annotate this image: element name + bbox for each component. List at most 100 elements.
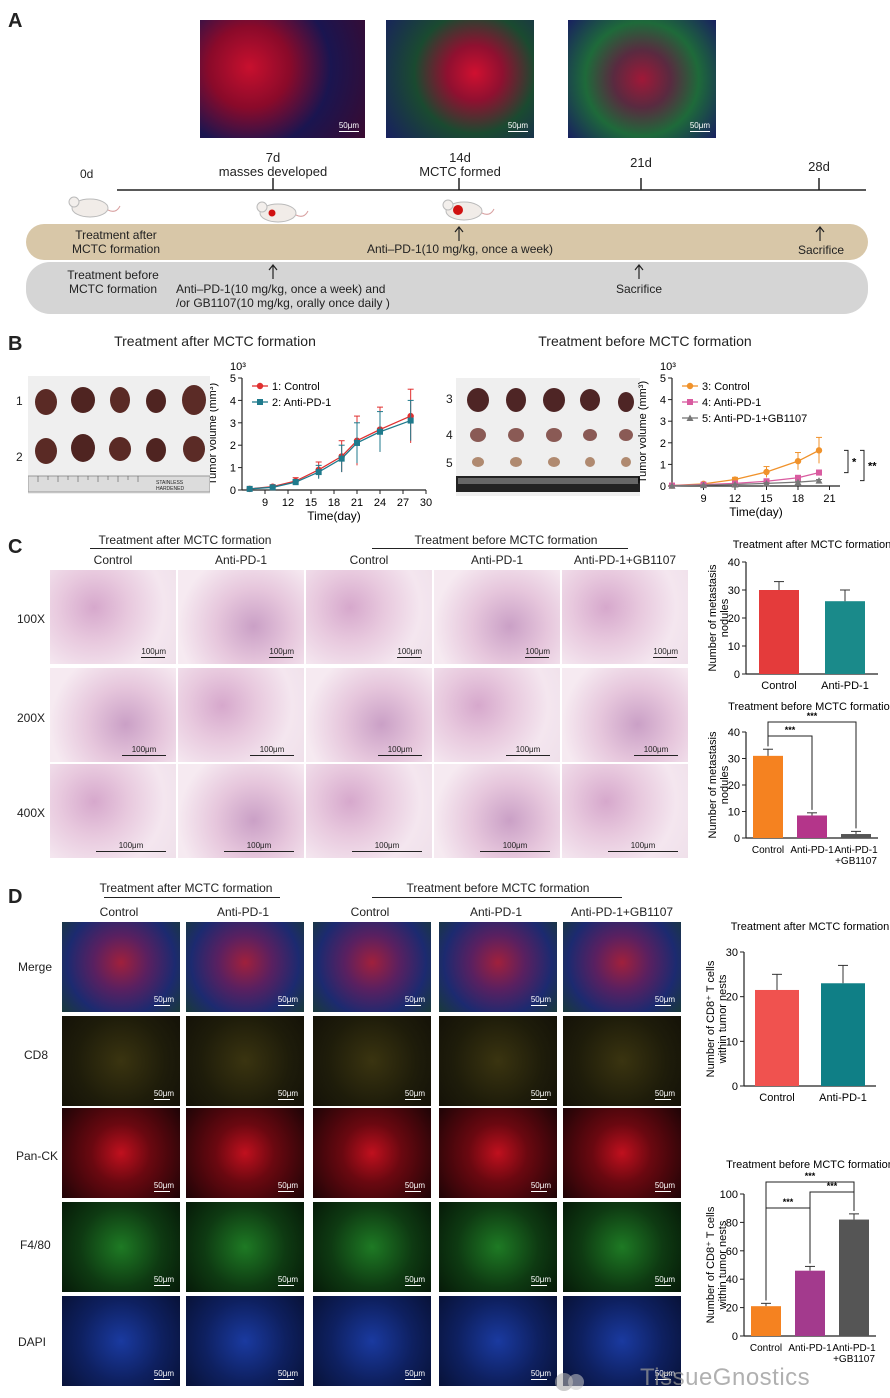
scale-bar: 50μm <box>153 1089 174 1100</box>
scale-bar: 50μm <box>153 995 174 1006</box>
if-channel-image: 50μm <box>62 1016 180 1106</box>
mouse-icon <box>68 196 121 218</box>
scale-bar: 100μm <box>378 745 422 756</box>
scale-bar: 50μm <box>277 995 298 1006</box>
legend-marker <box>686 414 694 421</box>
scale-bar: 50μm <box>654 995 675 1006</box>
scale-bar-label: 100μm <box>246 841 272 850</box>
he-section-image: 100μm <box>434 668 560 762</box>
scale-bar-label: 50μm <box>277 1275 298 1284</box>
if-channel-image: 50μm <box>313 1202 431 1292</box>
scale-bar-label: 50μm <box>153 1369 174 1378</box>
c-col-control-b: Control <box>349 553 389 567</box>
data-point <box>269 484 276 491</box>
treatment-after-label: Treatment after MCTC formation <box>71 228 160 256</box>
scale-bar: 100μm <box>525 647 550 658</box>
treatment-before-sacrifice: Sacrifice <box>615 282 662 296</box>
significance-label: ** <box>868 460 877 472</box>
scale-bar: 100μm <box>653 647 678 658</box>
b-row-label-3: 3 <box>446 392 453 406</box>
cd8-bar-chart-before: Treatment before MCTC formation 0 20 40 60 80… <box>705 1159 890 1365</box>
scale-bar: 50μm <box>689 121 710 132</box>
c-group-before: Treatment before MCTC formation <box>414 533 598 547</box>
y-tick-label: 20 <box>728 780 740 792</box>
tumor-photo-before <box>456 378 640 496</box>
he-section-image: 100μm <box>434 764 560 858</box>
treatment-after-regimen: Anti–PD-1(10 mg/kg, once a week) <box>366 242 554 256</box>
b-row-label-4: 4 <box>446 428 453 442</box>
b-row-label-5: 5 <box>446 456 453 470</box>
legend-label: 3: Control <box>702 381 750 393</box>
y-tick-label: 2 <box>230 440 236 452</box>
d-group-after: Treatment after MCTC formation <box>99 881 273 895</box>
arrow-up-icon <box>454 226 464 241</box>
significance-label: *** <box>807 711 818 721</box>
b-row-label-1: 1 <box>16 394 23 408</box>
watermark-logo-icon <box>555 1373 584 1391</box>
y-axis-label: Number of CD8⁺ T cellswithin tumor nests <box>705 960 729 1077</box>
metastasis-bar-chart-after: Treatment after MCTC formation 0 10 20 30 40N… <box>707 539 890 692</box>
scale-bar: 100μm <box>397 647 422 658</box>
y-axis-label: Number of metastasisnodules <box>707 731 731 838</box>
micrograph-7d: 50μm <box>200 20 365 138</box>
if-channel-image: 50μm <box>313 1108 431 1198</box>
d-group-after-line <box>104 897 280 898</box>
scale-bar: 100μm <box>122 745 166 756</box>
scale-bar-label: 50μm <box>654 1369 675 1378</box>
y-tick-label: 60 <box>726 1246 738 1258</box>
scale-bar-label: 100μm <box>397 647 422 656</box>
series-line <box>671 479 820 487</box>
timeline-day-7: 7d <box>265 150 281 165</box>
b-right-title: Treatment before MCTC formation <box>538 333 752 349</box>
c-col-control-a: Control <box>93 553 133 567</box>
series-line <box>671 449 820 487</box>
y-tick-label: 0 <box>732 1331 738 1343</box>
chart-title: Treatment after MCTC formation <box>733 539 890 551</box>
scale-bar: 50μm <box>404 1181 425 1192</box>
y-axis-label: Number of metastasisnodules <box>707 564 731 671</box>
he-section-image: 100μm <box>306 570 432 664</box>
scale-bar: 50μm <box>277 1089 298 1100</box>
he-section-image: 100μm <box>50 764 176 858</box>
y-tick-label: 0 <box>734 669 740 681</box>
tumor-specimens <box>456 388 640 492</box>
c-col-combo-b: Anti-PD-1+GB1107 <box>573 553 677 567</box>
data-point <box>292 479 299 486</box>
if-channel-image: 50μm <box>439 1108 557 1198</box>
c-col-antipd1-b: Anti-PD-1 <box>470 553 523 567</box>
he-section-image: 100μm <box>50 668 176 762</box>
if-channel-image: 50μm <box>62 1202 180 1292</box>
data-point <box>815 477 823 484</box>
significance-label: *** <box>805 1171 816 1181</box>
category-label: Anti-PD-1 <box>790 845 834 856</box>
legend-marker <box>256 382 264 390</box>
y-tick-label: 10 <box>726 1036 738 1048</box>
scale-bar: 50μm <box>153 1369 174 1380</box>
y-tick-label: 5 <box>230 373 236 385</box>
data-point <box>794 457 802 465</box>
scale-bar: 100μm <box>269 647 294 658</box>
scale-bar: 50μm <box>530 995 551 1006</box>
mouse-tumor-icon <box>256 201 309 223</box>
if-channel-image: 50μm <box>439 1202 557 1292</box>
scale-bar: 50μm <box>530 1089 551 1100</box>
y-multiplier: 10³ <box>230 361 246 373</box>
metastasis-bar-chart-before: Treatment before MCTC formation 0 10 20 30 40… <box>707 701 890 867</box>
timeline-day-21: 21d <box>630 155 652 170</box>
scale-bar: 50μm <box>153 1275 174 1286</box>
if-channel-image: 50μm <box>563 1296 681 1386</box>
y-tick-label: 20 <box>728 613 740 625</box>
timeline-day-14: 14d <box>449 150 471 165</box>
scale-bar-label: 50μm <box>404 1275 425 1284</box>
scale-bar: 100μm <box>608 841 678 852</box>
scale-bar-label: 100μm <box>141 647 166 656</box>
scale-bar: 50μm <box>654 1181 675 1192</box>
micrograph-14d: 50μm <box>386 20 534 138</box>
bar <box>839 1219 869 1336</box>
scale-bar-label: 50μm <box>277 995 298 1004</box>
y-tick-label: 0 <box>734 833 740 845</box>
scale-bar-label: 50μm <box>404 1089 425 1098</box>
category-label: Control <box>761 680 796 692</box>
d-row-panck: Pan-CK <box>16 1149 59 1163</box>
scale-bar: 50μm <box>530 1369 551 1380</box>
